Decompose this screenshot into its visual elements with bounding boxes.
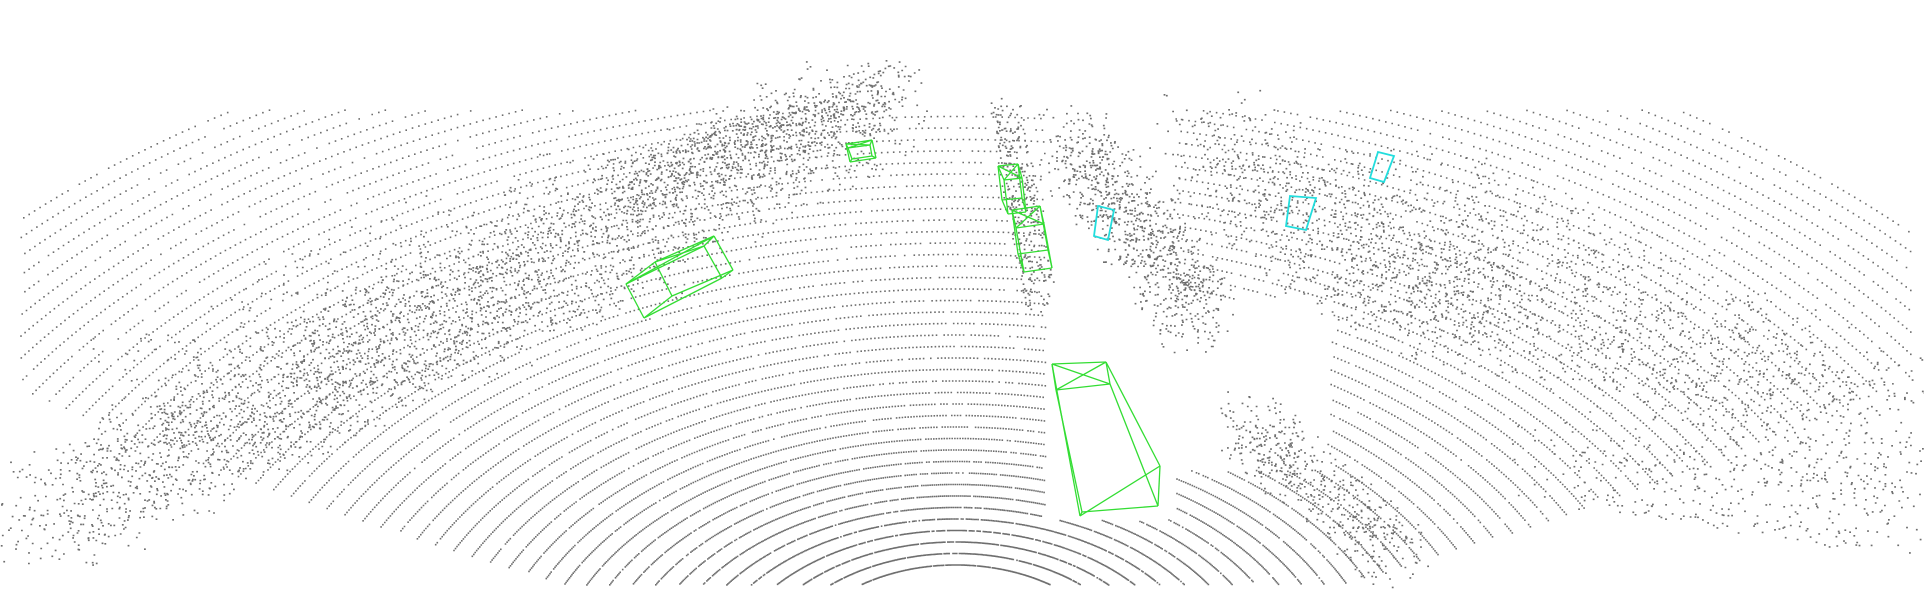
point-cloud-layer [0,60,1924,589]
bottom-right-points [1512,422,1922,554]
pedestrian-box-1 [1093,204,1116,242]
detection-boxes-layer [625,139,1396,517]
left-roadside-points [0,60,915,566]
car-box-top [845,139,877,163]
car-box-left [625,235,734,319]
center-column-points [990,97,1055,313]
right-far-points [1344,149,1924,516]
left-top-points [599,62,928,218]
car-box-stack-2 [1011,205,1053,273]
car-box-near [1051,361,1161,517]
car-box-stack-1 [997,163,1027,215]
right-bottom-points [1220,391,1429,589]
pedestrian-box-2 [1284,195,1318,232]
ground-ring-points [20,109,1912,586]
right-mid-points [1149,89,1523,377]
center-right-points [1038,105,1234,354]
left-far-points [80,148,692,496]
pedestrian-box-3 [1368,150,1396,184]
